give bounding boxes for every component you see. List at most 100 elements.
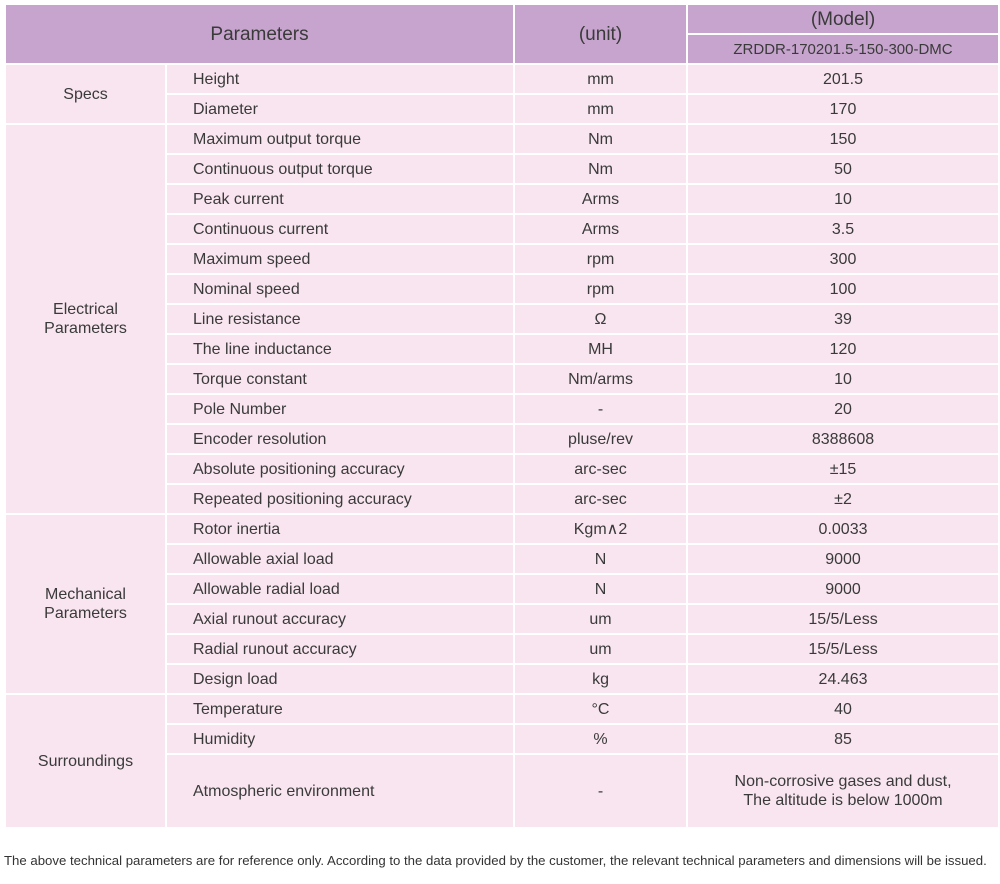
- header-model-name: ZRDDR-170201.5-150-300-DMC: [686, 33, 1000, 65]
- header-parameters: Parameters: [3, 3, 516, 65]
- unit: mm: [513, 63, 689, 95]
- table-row: Absolute positioning accuracy arc-sec ±15: [5, 453, 1000, 485]
- group-name: Electrical Parameters: [4, 123, 167, 515]
- spec-table-wrap: Parameters (unit) (Model) ZRDDR-170201.5…: [3, 3, 1000, 829]
- param: Absolute positioning accuracy: [164, 453, 516, 485]
- table-row: Line resistance Ω 39: [5, 303, 1000, 335]
- param: Allowable axial load: [164, 543, 516, 575]
- param: Pole Number: [164, 393, 516, 425]
- spec-table: Parameters (unit) (Model) ZRDDR-170201.5…: [3, 3, 1000, 829]
- param: Allowable radial load: [164, 573, 516, 605]
- value: 170: [686, 93, 1000, 125]
- param: The line inductance: [164, 333, 516, 365]
- unit: Ω: [513, 303, 689, 335]
- value: 24.463: [686, 663, 1000, 695]
- group-name: Mechanical Parameters: [4, 513, 167, 695]
- value: ±15: [686, 453, 1000, 485]
- unit: -: [513, 753, 689, 829]
- param: Maximum speed: [164, 243, 516, 275]
- value: 120: [686, 333, 1000, 365]
- table-row: Diameter mm 170: [5, 93, 1000, 125]
- table-row: Allowable axial load N 9000: [5, 543, 1000, 575]
- unit: -: [513, 393, 689, 425]
- param: Height: [164, 63, 516, 95]
- value: 8388608: [686, 423, 1000, 455]
- table-row: Continuous output torque Nm 50: [5, 153, 1000, 185]
- unit: %: [513, 723, 689, 755]
- unit: Nm: [513, 153, 689, 185]
- param: Atmospheric environment: [164, 753, 516, 829]
- param: Axial runout accuracy: [164, 603, 516, 635]
- unit: °C: [513, 693, 689, 725]
- table-row: Repeated positioning accuracy arc-sec ±2: [5, 483, 1000, 515]
- value: 0.0033: [686, 513, 1000, 545]
- table-row: Axial runout accuracy um 15/5/Less: [5, 603, 1000, 635]
- param: Line resistance: [164, 303, 516, 335]
- value: 201.5: [686, 63, 1000, 95]
- unit: Nm: [513, 123, 689, 155]
- value: 9000: [686, 573, 1000, 605]
- unit: rpm: [513, 273, 689, 305]
- unit: Arms: [513, 183, 689, 215]
- param: Peak current: [164, 183, 516, 215]
- unit: kg: [513, 663, 689, 695]
- param: Humidity: [164, 723, 516, 755]
- table-row: Peak current Arms 10: [5, 183, 1000, 215]
- table-row: Continuous current Arms 3.5: [5, 213, 1000, 245]
- value: 10: [686, 183, 1000, 215]
- table-row: Radial runout accuracy um 15/5/Less: [5, 633, 1000, 665]
- value: 3.5: [686, 213, 1000, 245]
- param: Maximum output torque: [164, 123, 516, 155]
- param: Continuous output torque: [164, 153, 516, 185]
- value: 15/5/Less: [686, 603, 1000, 635]
- unit: um: [513, 633, 689, 665]
- table-row: Specs Height mm 201.5: [4, 63, 1000, 125]
- param: Diameter: [164, 93, 516, 125]
- table-row: Nominal speed rpm 100: [5, 273, 1000, 305]
- table-row: Torque constant Nm/arms 10: [5, 363, 1000, 395]
- unit: Arms: [513, 213, 689, 245]
- table-row: Atmospheric environment - Non-corrosive ga…: [5, 753, 1000, 829]
- table-row: Humidity% 85: [5, 723, 1000, 755]
- param: Nominal speed: [164, 273, 516, 305]
- param: Repeated positioning accuracy: [164, 483, 516, 515]
- value: 39: [686, 303, 1000, 335]
- table-row: The line inductance MH 120: [5, 333, 1000, 365]
- value: 50: [686, 153, 1000, 185]
- unit: N: [513, 543, 689, 575]
- header-unit: (unit): [513, 3, 689, 65]
- unit: pluse/rev: [513, 423, 689, 455]
- group-name: Specs: [4, 63, 167, 125]
- table-row: Design load kg 24.463: [5, 663, 1000, 695]
- table-row: Allowable radial load N 9000: [5, 573, 1000, 605]
- unit: Kgm∧2: [513, 513, 689, 545]
- table-row: Pole Number -20: [5, 393, 1000, 425]
- value: 150: [686, 123, 1000, 155]
- footnote: The above technical parameters are for r…: [4, 853, 987, 868]
- table-row: Maximum speed rpm 300: [5, 243, 1000, 275]
- table-row: Mechanical Parameters Rotor inertia Kgm∧2 0…: [4, 513, 1000, 695]
- table-row: Electrical Parameters Maximum output torq…: [4, 123, 1000, 515]
- table-row: Surroundings Temperature °C 40: [4, 693, 1000, 829]
- unit: N: [513, 573, 689, 605]
- param: Encoder resolution: [164, 423, 516, 455]
- table-row: Encoder resolution pluse/rev 8388608: [5, 423, 1000, 455]
- unit: Nm/arms: [513, 363, 689, 395]
- value: Non-corrosive gases and dust, The altitu…: [686, 753, 1000, 829]
- param: Design load: [164, 663, 516, 695]
- unit: MH: [513, 333, 689, 365]
- param: Rotor inertia: [164, 513, 516, 545]
- value: 15/5/Less: [686, 633, 1000, 665]
- value: 9000: [686, 543, 1000, 575]
- value: 40: [686, 693, 1000, 725]
- param: Temperature: [164, 693, 516, 725]
- unit: rpm: [513, 243, 689, 275]
- unit: um: [513, 603, 689, 635]
- header-model: (Model): [686, 3, 1000, 35]
- table-body: Specs Height mm 201.5 Diameter mm 170 Electrica…: [4, 63, 1000, 829]
- param: Torque constant: [164, 363, 516, 395]
- value: 20: [686, 393, 1000, 425]
- value: 300: [686, 243, 1000, 275]
- param: Radial runout accuracy: [164, 633, 516, 665]
